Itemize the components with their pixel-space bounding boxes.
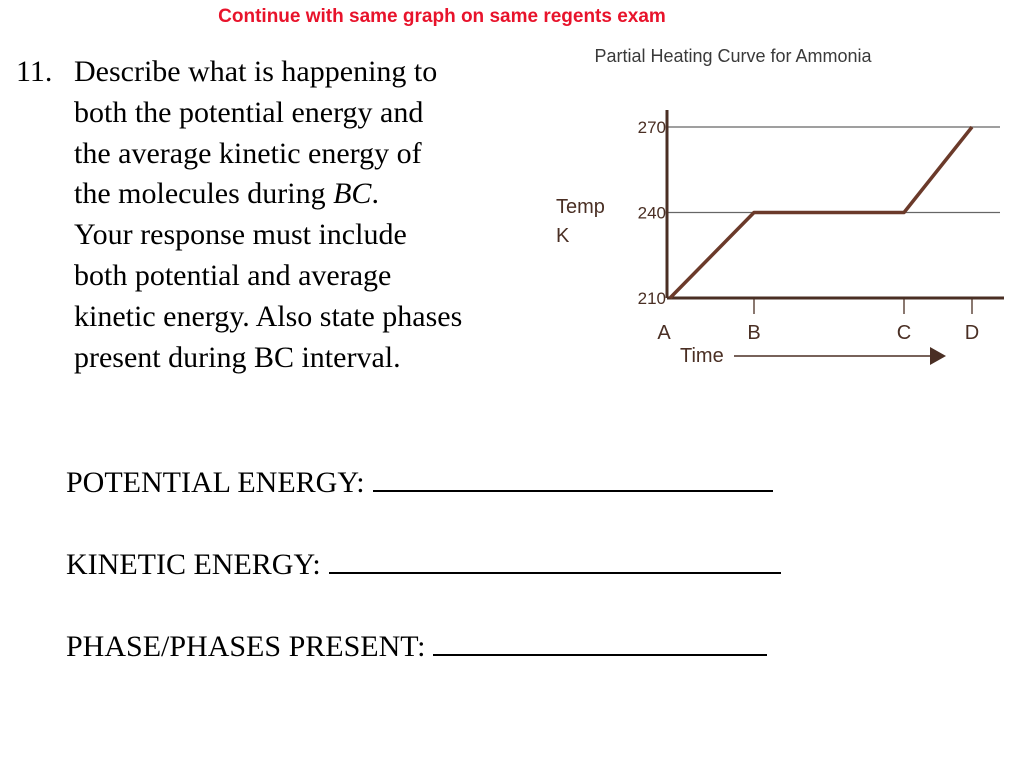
question-line-end: .: [371, 177, 379, 211]
page-header: Continue with same graph on same regents…: [218, 6, 666, 27]
question-line: the molecules during BC.: [16, 174, 462, 215]
chart-title: Partial Heating Curve for Ammonia: [594, 46, 872, 66]
time-arrow-head: [930, 347, 946, 365]
potential-energy-blank[interactable]: [372, 460, 773, 492]
phases-present-label: PHASE/PHASES PRESENT:: [66, 630, 426, 663]
kinetic-energy-blank[interactable]: [328, 542, 781, 574]
x-axis-label: Time: [680, 345, 724, 367]
kinetic-energy-label: KINETIC ENERGY:: [66, 548, 321, 581]
x-tick-label: C: [897, 322, 911, 344]
y-axis-label-line2: K: [556, 225, 570, 247]
question-line: kinetic energy. Also state phases: [74, 299, 463, 333]
interval-term: BC: [333, 177, 372, 211]
question-line: the average kinetic energy of: [74, 136, 422, 170]
heating-curve-line: [668, 125, 974, 300]
question-line: Describe what is happening to: [74, 55, 438, 88]
question-line: both potential and average: [74, 258, 392, 292]
potential-energy-label: POTENTIAL ENERGY:: [66, 466, 365, 499]
y-tick-label: 270: [638, 118, 666, 137]
question-line: present during BC interval.: [74, 340, 401, 374]
question-line: Your response must include: [74, 218, 407, 252]
x-tick-label: D: [965, 322, 979, 344]
y-axis-label-line1: Temp: [556, 196, 605, 218]
question-line-text: the molecules during: [74, 177, 334, 211]
x-tick-label: B: [747, 322, 760, 344]
grid-lines: [667, 126, 1000, 214]
y-tick-label: 240: [638, 204, 666, 223]
kinetic-energy-answer: KINETIC ENERGY:: [66, 542, 781, 582]
phases-present-answer: PHASE/PHASES PRESENT:: [66, 624, 768, 664]
question-number: 11.: [16, 55, 53, 88]
potential-energy-answer: POTENTIAL ENERGY:: [66, 460, 773, 500]
phases-present-blank[interactable]: [433, 624, 768, 656]
question-line: both the potential energy and: [74, 95, 424, 129]
x-tick-label: A: [657, 322, 671, 344]
question-11: 11. Describe what is happening to both t…: [16, 52, 462, 378]
y-tick-label: 210: [638, 289, 666, 308]
